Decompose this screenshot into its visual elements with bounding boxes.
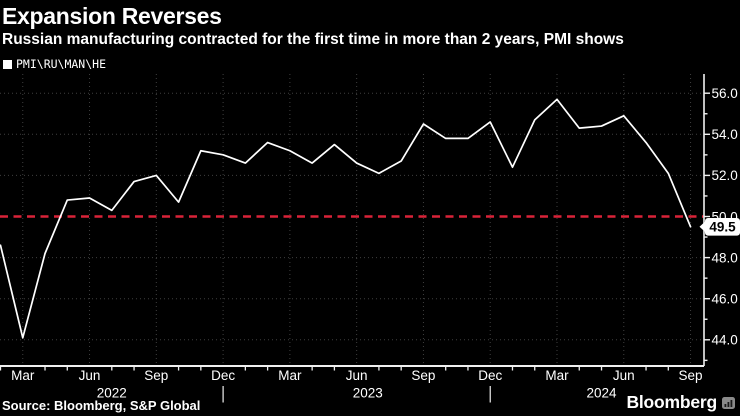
svg-text:Jun: Jun <box>346 368 368 383</box>
svg-text:Sep: Sep <box>679 368 703 383</box>
chart-subtitle: Russian manufacturing contracted for the… <box>2 31 624 48</box>
bloomberg-logo-text: Bloomberg <box>626 392 717 412</box>
svg-text:Mar: Mar <box>11 368 35 383</box>
svg-text:46.0: 46.0 <box>712 292 738 307</box>
svg-text:Mar: Mar <box>545 368 569 383</box>
chart-title: Expansion Reverses <box>2 3 222 29</box>
svg-text:44.0: 44.0 <box>712 333 738 348</box>
svg-text:56.0: 56.0 <box>712 86 738 101</box>
svg-text:Jun: Jun <box>613 368 635 383</box>
bloomberg-logo: Bloomberg <box>626 392 736 413</box>
bloomberg-terminal-icon <box>722 396 735 409</box>
year-labels: 2022 2023 2024 <box>97 386 617 403</box>
svg-text:Sep: Sep <box>144 368 168 383</box>
legend: PMI\RU\MAN\HE <box>3 57 106 71</box>
legend-series-label: PMI\RU\MAN\HE <box>16 57 107 71</box>
pmi-series-line <box>0 98 692 339</box>
svg-text:2022: 2022 <box>97 386 127 401</box>
svg-text:Sep: Sep <box>411 368 435 383</box>
svg-text:49.5: 49.5 <box>709 220 736 235</box>
svg-text:48.0: 48.0 <box>712 250 738 265</box>
horizontal-gridlines <box>0 92 704 341</box>
vertical-gridlines <box>22 74 692 366</box>
source-note: Source: Bloomberg, S&P Global <box>2 398 201 413</box>
y-axis-labels: 56.054.052.050.048.046.044.0 <box>704 86 738 362</box>
legend-swatch-icon <box>3 59 12 69</box>
svg-text:Mar: Mar <box>278 368 302 383</box>
svg-text:2023: 2023 <box>353 386 383 401</box>
svg-text:Dec: Dec <box>478 368 502 383</box>
svg-text:Dec: Dec <box>211 368 235 383</box>
svg-text:54.0: 54.0 <box>712 127 738 142</box>
last-value-badge: 49.5 <box>699 217 740 236</box>
svg-text:2024: 2024 <box>586 386 617 401</box>
axes <box>0 74 705 367</box>
x-axis-labels: Mar Jun Sep Dec Mar Jun Sep Dec Mar Jun Sep <box>0 366 703 383</box>
svg-text:Jun: Jun <box>79 368 101 383</box>
svg-text:52.0: 52.0 <box>712 168 738 183</box>
